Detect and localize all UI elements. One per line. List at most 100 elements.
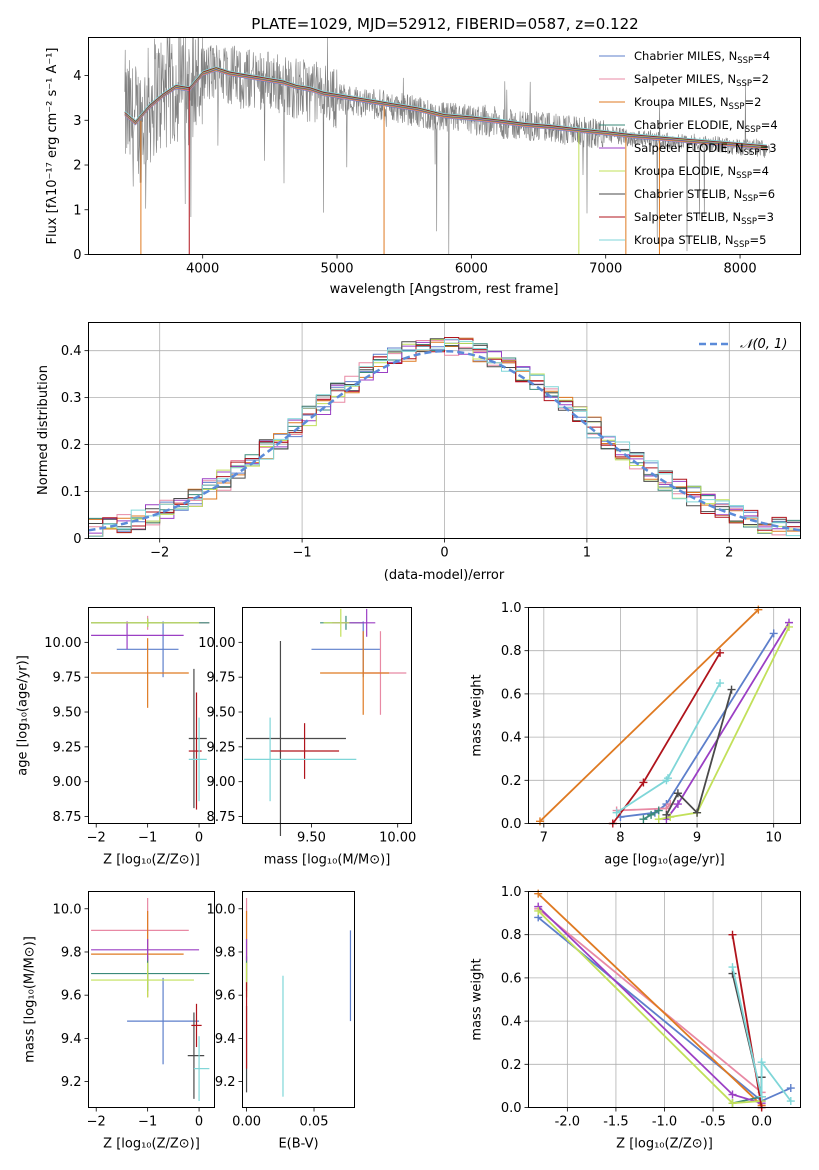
weight-vs-z-xtick-label-4: 0.0 [751, 1115, 772, 1130]
mass-vs-z-xtick-label-1: −1 [138, 1115, 157, 1130]
age-vs-mass-ytick-label-4: 9.75 [207, 671, 236, 686]
mass-vs-ebv-axes-frame [242, 891, 355, 1108]
residual-histogram-panel: −2 −1 0 1 200.10.20.30.4 (data-model)/error … [36, 322, 801, 583]
weight-vs-age-marker-6-1 [673, 789, 682, 798]
age-vs-mass-errorbar-7 [270, 723, 340, 779]
weight-vs-z-marker-7-0 [728, 930, 737, 939]
weight-vs-age-marker-5-3 [785, 622, 794, 631]
age-vs-mass-errorbar-8 [244, 717, 357, 802]
legend-label-7: Salpeter STELIB, NSSP=3 [634, 210, 774, 227]
weight-vs-age-marker-8-3 [716, 679, 725, 688]
histogram-xlabel: (data-model)/error [384, 568, 505, 583]
mass-vs-z-errorbar-5 [91, 962, 194, 998]
weight-vs-age-panel: 7 8 9 10 0.0 0.2 0.4 0.6 0.8 1.0 age [log₁₀(age/yr… [470, 601, 801, 868]
age-vs-z-ytick-label-4: 9.75 [53, 671, 82, 686]
spectrum-ytick-label-1: 1 [73, 203, 81, 218]
mass-vs-z-errorbar-3 [91, 956, 210, 991]
spectrum-xlabel: wavelength [Angstrom, rest frame] [330, 282, 559, 297]
legend-label-sub-0: SSP [737, 56, 753, 66]
weight-vs-age-ytick-label-2: 0.4 [501, 731, 522, 746]
legend-label-0: Chabrier MILES, NSSP=4 [634, 49, 770, 66]
spectrum-ytick-label-2: 2 [73, 159, 81, 174]
mass-vs-z-errorbar-8 [193, 1036, 210, 1102]
legend-label-val-5: =4 [752, 164, 769, 178]
weight-vs-z-line-8 [731, 966, 792, 1102]
legend-label-text-2: Kroupa MILES, N [634, 95, 729, 109]
weight-vs-z-marker-5-0 [534, 906, 543, 915]
mass-vs-z-xtick-label-0: −2 [87, 1115, 106, 1130]
legend-label-val-7: =3 [757, 210, 774, 224]
age-vs-z-xlabel: Z [log₁₀(Z/Z⊙)] [103, 853, 200, 868]
weight-vs-age-line-2 [539, 609, 760, 822]
mass-vs-ebv-ytick-label-0: 9.2 [215, 1075, 236, 1090]
legend-label-text-4: Salpeter ELODIE, N [634, 141, 744, 155]
weight-vs-z-marker-8-3 [786, 1097, 795, 1106]
weight-vs-age-marker-3-1 [647, 810, 656, 819]
legend-label-val-2: =2 [744, 95, 761, 109]
normal-legend-label: 𝒩(0, 1) [740, 337, 787, 352]
legend-label-text-8: Kroupa STELIB, N [634, 233, 734, 247]
legend-label-sub-3: SSP [745, 125, 761, 135]
histogram-xtick-label-0: −2 [150, 546, 169, 561]
age-vs-z-ytick-label-2: 9.25 [53, 740, 82, 755]
weight-vs-age-marker-6-0 [662, 810, 671, 819]
legend-label-6: Chabrier STELIB, NSSP=6 [634, 187, 775, 204]
weight-vs-age-line-5 [658, 626, 790, 821]
weight-vs-age-ytick-label-4: 0.8 [501, 644, 522, 659]
age-vs-z-ytick-label-0: 8.75 [53, 810, 82, 825]
age-vs-mass-ytick-label-3: 9.50 [207, 706, 236, 721]
mass-vs-z-axes-frame [88, 891, 215, 1108]
spectrum-ytick-label-4: 4 [73, 69, 81, 84]
legend-label-text-1: Salpeter MILES, N [634, 72, 736, 86]
histogram-xtick-label-2: 0 [440, 546, 448, 561]
weight-vs-age-ylabel: mass weight [470, 674, 485, 756]
weight-vs-z-xtick-label-2: -1.0 [652, 1115, 677, 1130]
weight-vs-age-axes-frame [528, 607, 801, 824]
legend-label-sub-6: SSP [742, 194, 758, 204]
mass-vs-z-errorbar-0 [127, 977, 200, 1065]
legend-label-val-0: =4 [753, 49, 770, 63]
weight-vs-age-marker-2-1 [754, 605, 763, 614]
spectrum-xtick-label-2: 6000 [455, 262, 488, 277]
mass-vs-ebv-ytick-label-4: 10.0 [207, 902, 236, 917]
weight-vs-z-axes-frame [528, 891, 801, 1108]
legend-label-text-5: Kroupa ELODIE, N [634, 164, 736, 178]
age-vs-z-errorbar-8 [188, 717, 207, 802]
legend-label-3: Chabrier ELODIE, NSSP=4 [634, 118, 778, 135]
weight-vs-z-ylabel: mass weight [470, 958, 485, 1040]
age-vs-mass-panel: 9.50 10.00 8.75 9.00 9.25 9.50 9.75 10.00 mass [… [198, 607, 416, 868]
histogram-axes-frame [88, 322, 801, 539]
histogram-legend: 𝒩(0, 1) [699, 337, 787, 352]
age-vs-mass-ytick-label-0: 8.75 [207, 810, 236, 825]
histogram-ytick-label-4: 0.4 [61, 344, 82, 359]
age-vs-mass-errorbar-5 [323, 608, 350, 637]
mass-vs-ebv-xtick-label-0: 0.00 [232, 1115, 261, 1130]
legend-label-val-8: =5 [749, 233, 766, 247]
legend-label-text-6: Chabrier STELIB, N [634, 187, 742, 201]
age-vs-z-xtick-label-2: 0 [195, 831, 203, 846]
histogram-ylabel: Normed distribution [36, 365, 51, 495]
weight-vs-age-marker-3-2 [654, 806, 663, 815]
weight-vs-age-marker-3-0 [639, 815, 648, 824]
age-vs-z-errorbar-7 [188, 692, 202, 810]
age-vs-z-xtick-label-0: −2 [87, 831, 106, 846]
weight-vs-z-ytick-label-3: 0.6 [501, 971, 522, 986]
weight-vs-z-xtick-label-1: -1.5 [603, 1115, 628, 1130]
mass-vs-z-xtick-label-2: 0 [195, 1115, 203, 1130]
weight-vs-z-marker-5-1 [728, 1099, 737, 1108]
histogram-step-8 [88, 338, 801, 537]
histogram-xtick-label-3: 1 [583, 546, 591, 561]
age-vs-mass-errorbar-6 [245, 640, 346, 837]
legend-label-text-3: Chabrier ELODIE, N [634, 118, 745, 132]
weight-vs-age-marker-8-0 [612, 808, 621, 817]
weight-vs-age-marker-5-0 [654, 815, 663, 824]
weight-vs-age-xtick-label-1: 8 [616, 831, 624, 846]
age-vs-z-ytick-label-5: 10.00 [44, 636, 81, 651]
weight-vs-z-ytick-label-4: 0.8 [501, 928, 522, 943]
histogram-ytick-label-0: 0 [73, 532, 81, 547]
age-vs-z-axes-frame [88, 607, 215, 824]
spectrum-title: PLATE=1029, MJD=52912, FIBERID=0587, z=0… [251, 15, 638, 33]
age-vs-mass-axes-frame [242, 607, 412, 824]
age-vs-mass-xtick-label-0: 9.50 [297, 831, 326, 846]
